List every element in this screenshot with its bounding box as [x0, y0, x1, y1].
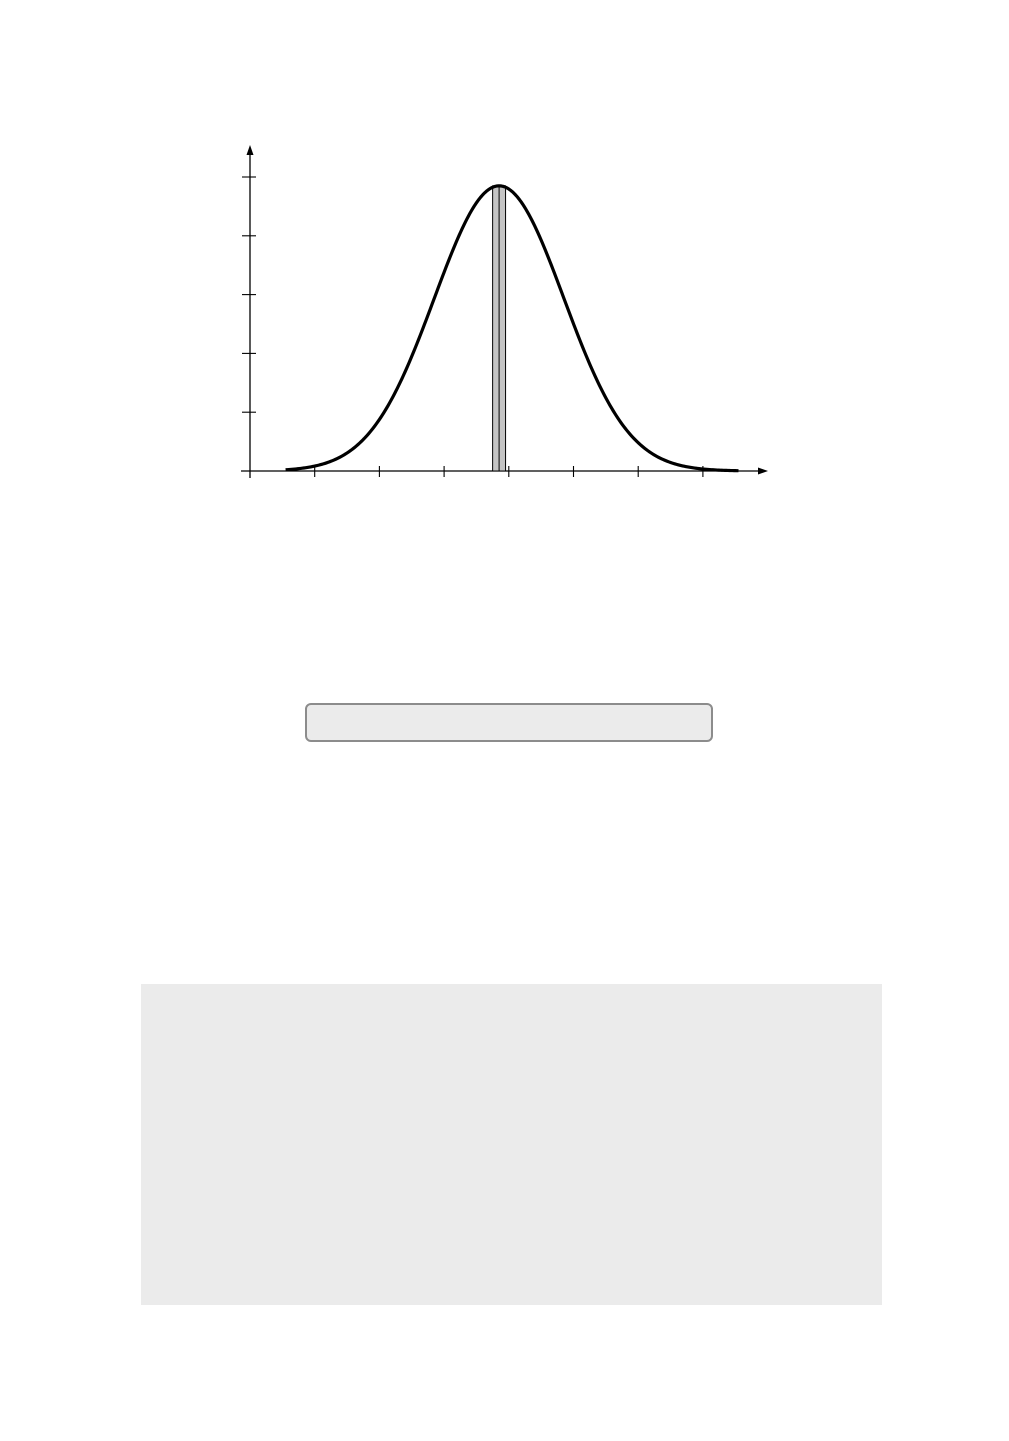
- caption-box: [305, 703, 713, 742]
- density-curve-group: [285, 184, 739, 473]
- gray-panel: [141, 984, 882, 1305]
- highlight-bar-group: [492, 185, 507, 472]
- chart-ticks: [242, 176, 704, 477]
- x-axis-arrow: [758, 467, 768, 475]
- normal-distribution-chart: [241, 145, 768, 478]
- density-curve: [285, 184, 739, 473]
- y-axis-arrow: [246, 145, 254, 155]
